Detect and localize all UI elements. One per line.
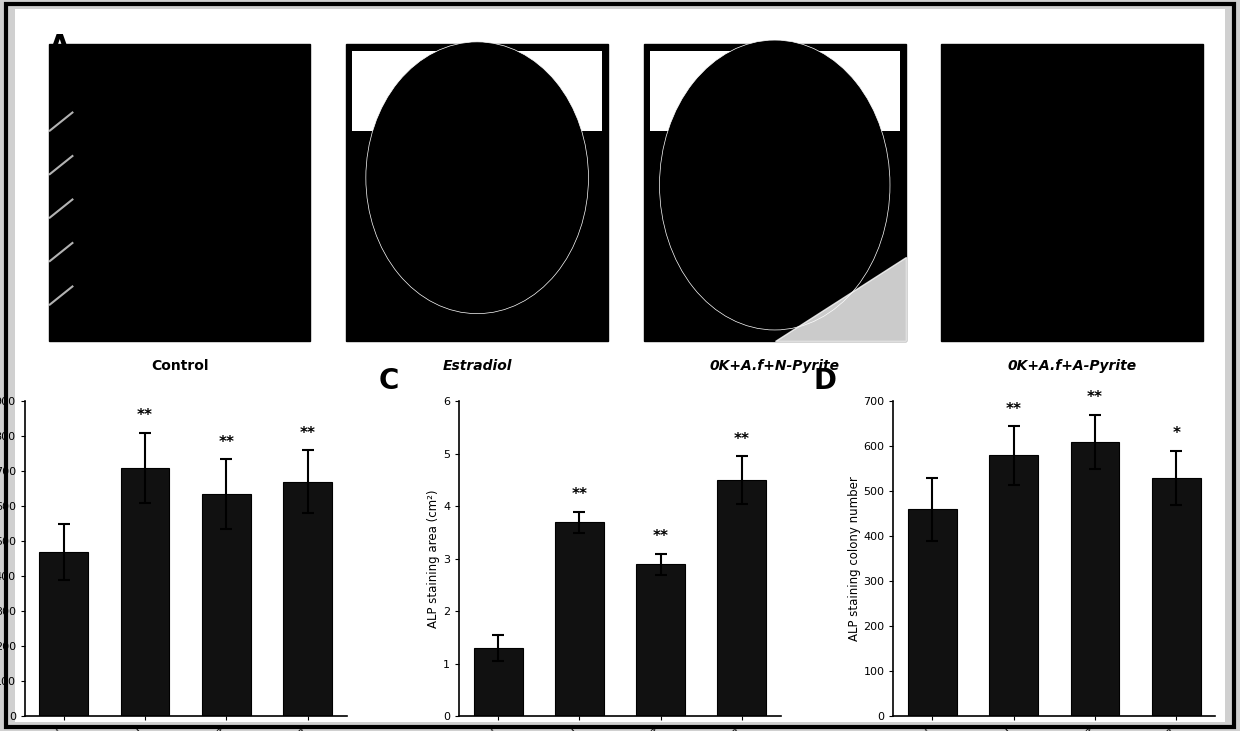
Text: A: A: [48, 33, 71, 61]
Bar: [644, 44, 905, 341]
Bar: [202, 494, 250, 716]
Text: Estradiol: Estradiol: [443, 359, 512, 373]
Bar: [1070, 442, 1120, 716]
Bar: [908, 510, 957, 716]
Bar: [556, 522, 604, 716]
Text: 0K+A.f+N-Pyrite: 0K+A.f+N-Pyrite: [709, 359, 839, 373]
Bar: [283, 482, 332, 716]
Bar: [718, 480, 766, 716]
Text: **: **: [138, 409, 153, 423]
Text: **: **: [1006, 401, 1022, 417]
Text: **: **: [572, 487, 588, 502]
Bar: [120, 468, 170, 716]
Text: Control: Control: [151, 359, 208, 373]
Bar: [1152, 478, 1200, 716]
Bar: [346, 44, 608, 341]
Bar: [40, 552, 88, 716]
Text: C: C: [378, 367, 399, 395]
Bar: [941, 44, 1203, 341]
Text: **: **: [300, 426, 315, 441]
Polygon shape: [775, 257, 905, 341]
Bar: [990, 455, 1038, 716]
Text: **: **: [652, 529, 668, 544]
Bar: [636, 564, 684, 716]
Bar: [650, 51, 900, 131]
Y-axis label: ALP staining area (cm²): ALP staining area (cm²): [428, 490, 440, 628]
Ellipse shape: [660, 40, 890, 330]
Y-axis label: ALP staining colony number: ALP staining colony number: [847, 477, 861, 641]
Bar: [474, 648, 522, 716]
Ellipse shape: [366, 42, 589, 314]
Text: **: **: [734, 432, 750, 447]
Bar: [352, 51, 603, 131]
Text: *: *: [1172, 426, 1180, 442]
Text: 0K+A.f+A-Pyrite: 0K+A.f+A-Pyrite: [1008, 359, 1137, 373]
Text: **: **: [218, 434, 234, 450]
Text: **: **: [1087, 390, 1102, 405]
Text: D: D: [813, 367, 836, 395]
Bar: [48, 44, 310, 341]
